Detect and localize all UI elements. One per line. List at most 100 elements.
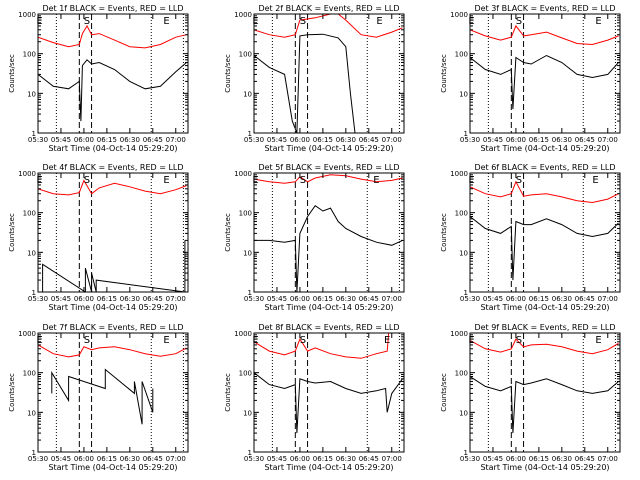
events-series-line [51, 368, 154, 425]
marker-e-left: E [36, 16, 42, 27]
chart-title: Det 4f BLACK = Events, RED = LLD [42, 163, 183, 172]
x-tick-label: 05:45 [51, 136, 71, 144]
marker-e-left: E [468, 16, 474, 27]
x-tick-label: 06:45 [575, 136, 595, 144]
x-tick-label: 07:00 [598, 295, 618, 303]
marker-e-right: E [373, 175, 379, 186]
marker-e-left: E [36, 335, 42, 346]
x-axis-label: Start Time (04-Oct-14 05:29:20) [48, 463, 177, 472]
y-tick-label: 1 [464, 449, 468, 457]
chart-title: Det 5f BLACK = Events, RED = LLD [258, 163, 399, 172]
y-tick-label: 1000 [18, 11, 36, 19]
y-axis-label: Counts/sec [8, 213, 16, 252]
x-tick-label: 06:15 [313, 136, 333, 144]
x-tick-label: 05:45 [483, 295, 503, 303]
x-tick-label: 06:30 [336, 455, 356, 463]
x-tick-label: 05:45 [51, 455, 71, 463]
marker-s: S [516, 335, 522, 346]
x-tick-label: 06:30 [336, 136, 356, 144]
chart-title: Det 7f BLACK = Events, RED = LLD [42, 323, 183, 332]
y-tick-label: 1000 [450, 330, 468, 338]
marker-e-left: E [252, 175, 258, 186]
x-tick-label: 05:30 [28, 136, 48, 144]
x-tick-label: 06:15 [97, 295, 117, 303]
marker-s: S [300, 175, 306, 186]
marker-e-left: E [36, 175, 42, 186]
y-tick-label: 10 [27, 409, 36, 417]
y-tick-label: 1000 [234, 11, 252, 19]
x-tick-label: 06:45 [359, 455, 379, 463]
x-tick-label: 06:00 [74, 295, 94, 303]
y-tick-label: 10 [459, 90, 468, 98]
x-axis-label: Start Time (04-Oct-14 05:29:20) [48, 303, 177, 312]
x-tick-label: 05:30 [460, 455, 480, 463]
plot-frame [37, 13, 189, 134]
events-series-line [254, 205, 403, 292]
x-tick-label: 07:00 [382, 455, 402, 463]
plot-frame [469, 13, 621, 134]
y-tick-label: 1 [32, 289, 36, 297]
events-series-line [254, 33, 356, 133]
y-axis-label: Counts/sec [440, 54, 448, 93]
lld-series-line [38, 24, 187, 49]
marker-e-right: E [384, 335, 390, 346]
plot-area [470, 14, 619, 133]
x-tick-label: 05:30 [28, 455, 48, 463]
x-tick-label: 06:00 [290, 295, 310, 303]
x-tick-label: 05:45 [483, 455, 503, 463]
chart-title: Det 6f BLACK = Events, RED = LLD [474, 163, 615, 172]
plot-area [38, 333, 187, 452]
y-tick-label: 10 [243, 90, 252, 98]
x-tick-label: 06:30 [552, 136, 572, 144]
lld-series-line [254, 333, 403, 359]
y-tick-label: 1000 [18, 330, 36, 338]
x-axis-label: Start Time (04-Oct-14 05:29:20) [264, 463, 393, 472]
y-tick-label: 100 [455, 370, 468, 378]
events-series-line [38, 59, 187, 122]
marker-e-left: E [252, 335, 258, 346]
plot-area [254, 14, 403, 133]
x-tick-label: 05:30 [244, 136, 264, 144]
x-tick-label: 05:45 [267, 295, 287, 303]
events-series-line [254, 372, 403, 434]
x-tick-label: 06:45 [143, 136, 163, 144]
x-tick-label: 07:00 [598, 455, 618, 463]
y-tick-label: 1 [248, 289, 252, 297]
marker-e-left: E [468, 175, 474, 186]
x-tick-label: 06:30 [120, 136, 140, 144]
chart-title: Det 3f BLACK = Events, RED = LLD [474, 4, 615, 13]
plot-area [254, 333, 403, 452]
x-tick-label: 06:00 [290, 455, 310, 463]
marker-s: S [300, 335, 306, 346]
marker-e-right: E [376, 16, 382, 27]
y-tick-label: 1000 [450, 170, 468, 178]
lld-series-line [470, 338, 619, 355]
y-tick-label: 1 [464, 130, 468, 138]
y-tick-label: 10 [27, 90, 36, 98]
chart-title: Det 8f BLACK = Events, RED = LLD [258, 323, 399, 332]
marker-e-right: E [595, 16, 601, 27]
x-tick-label: 06:30 [120, 295, 140, 303]
x-axis-label: Start Time (04-Oct-14 05:29:20) [480, 303, 609, 312]
y-tick-label: 10 [459, 249, 468, 257]
x-tick-label: 06:30 [336, 295, 356, 303]
x-tick-label: 07:00 [382, 295, 402, 303]
lld-series-line [254, 174, 403, 184]
y-axis-label: Counts/sec [8, 54, 16, 93]
x-tick-label: 05:45 [267, 455, 287, 463]
y-tick-label: 100 [23, 210, 36, 218]
y-tick-label: 100 [239, 51, 252, 59]
x-tick-label: 07:00 [598, 136, 618, 144]
x-tick-label: 07:00 [166, 136, 186, 144]
y-tick-label: 100 [23, 51, 36, 59]
plot-area [38, 14, 187, 133]
events-series-line [470, 216, 619, 281]
lld-series-line [254, 14, 403, 38]
x-tick-label: 06:15 [529, 455, 549, 463]
x-tick-label: 07:00 [166, 295, 186, 303]
